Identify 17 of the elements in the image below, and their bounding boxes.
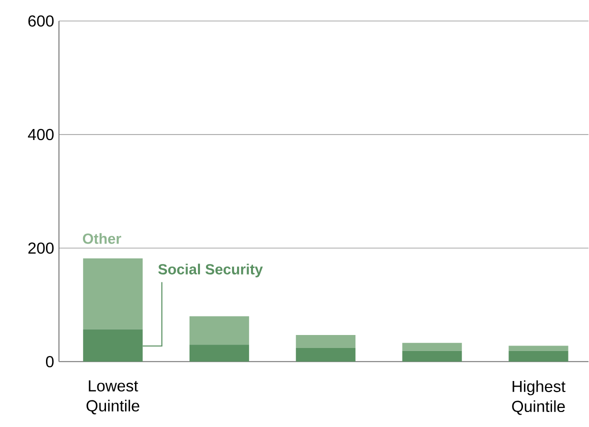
y-tick-label: 0 bbox=[46, 356, 54, 368]
x-tick-label: Highest Quintile bbox=[512, 380, 566, 416]
text: Social Security bbox=[158, 264, 263, 278]
bar bbox=[508, 346, 568, 352]
bar bbox=[296, 348, 356, 362]
bar bbox=[83, 258, 143, 330]
bar bbox=[402, 343, 462, 352]
bar bbox=[402, 351, 462, 362]
x-tick-label: Lowest Quintile bbox=[86, 380, 140, 415]
y-tick-label: 200 bbox=[28, 242, 54, 254]
bar bbox=[190, 316, 250, 345]
bar bbox=[296, 335, 356, 348]
bar bbox=[508, 351, 568, 362]
y-tick-label: 400 bbox=[28, 129, 54, 140]
bar bbox=[190, 344, 250, 362]
series-label: Other bbox=[82, 233, 122, 244]
y-tick-label: 600 bbox=[28, 16, 54, 27]
